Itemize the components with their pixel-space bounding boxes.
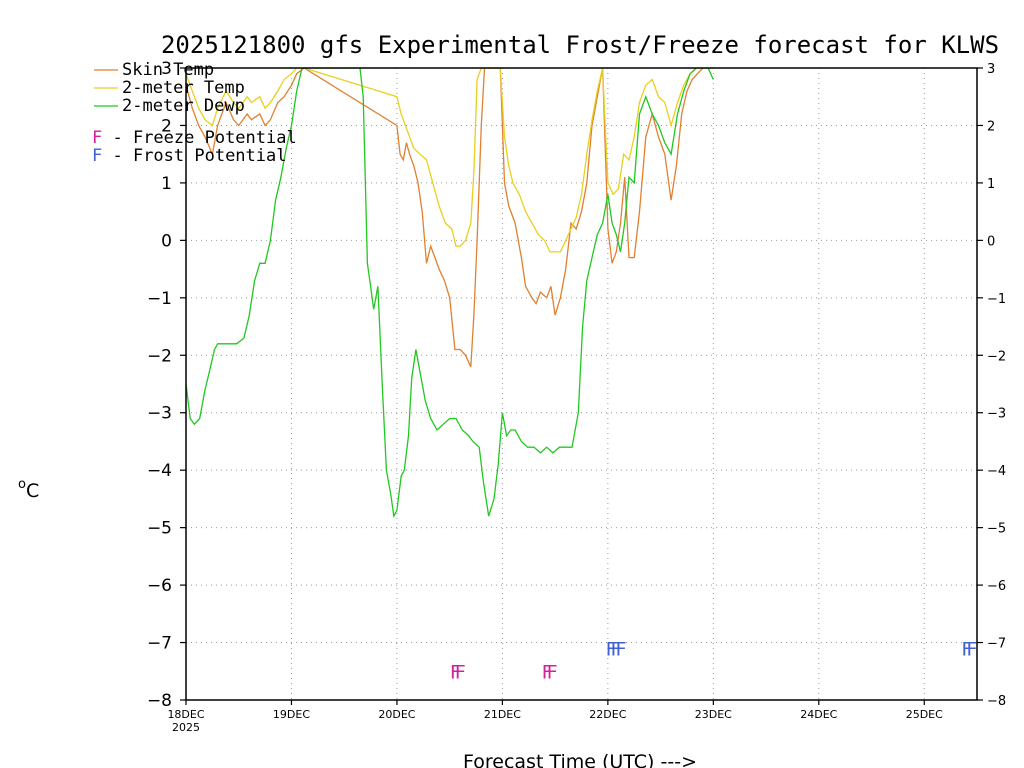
y-tick-label-left: 3 — [161, 59, 172, 79]
y-ticks-right: 3 2 1 0 −1 −2 −3 −4 −5 −6 −7 −8 — [977, 62, 1006, 709]
y-tick-label-right: 3 — [987, 62, 995, 77]
x-tick-label: 22DEC — [589, 708, 626, 721]
freeze-potential-marker: FF — [450, 661, 465, 683]
series-line-skin-temp — [186, 68, 714, 368]
series-line-2-meter-temp — [186, 68, 714, 253]
y-tick-label-left: −5 — [147, 519, 172, 539]
y-tick-label-left: 2 — [161, 116, 172, 136]
x-tick-year: 2025 — [172, 721, 200, 734]
y-tick-label-right: 1 — [987, 177, 995, 192]
y-tick-label-left: 0 — [161, 231, 172, 251]
y-tick-label-left: −6 — [147, 576, 172, 596]
legend-symbol: F — [92, 128, 102, 148]
y-tick-label-left: −2 — [147, 346, 172, 366]
y-tick-label-right: −2 — [987, 349, 1006, 364]
y-tick-label-right: −3 — [987, 407, 1006, 422]
y-tick-label-left: −1 — [147, 289, 172, 309]
y-tick-label-right: −6 — [987, 579, 1006, 594]
frost-potential-marker: FF — [962, 638, 977, 660]
grid-layer — [185, 67, 977, 701]
legend-symbol-entry: F - Frost Potential — [92, 146, 286, 166]
y-tick-label-left: −7 — [147, 634, 172, 654]
series-layer — [186, 68, 714, 519]
y-tick-label-left: 1 — [161, 174, 172, 194]
y-tick-label-right: −1 — [987, 292, 1006, 307]
x-axis-label: Forecast Time (UTC) ---> — [463, 751, 697, 768]
y-axis-label-unit: C — [26, 480, 39, 502]
x-ticks: 18DEC 19DEC 20DEC 21DEC 22DEC 23DEC 24DEC 25DEC… — [167, 700, 943, 734]
legend-symbol-entry: F - Freeze Potential — [92, 128, 297, 148]
x-tick-label: 21DEC — [484, 708, 521, 721]
y-tick-label-left: −8 — [147, 691, 172, 711]
x-tick-label: 25DEC — [906, 708, 943, 721]
y-tick-label-right: −7 — [987, 637, 1006, 652]
freeze-potential-marker: FF — [542, 661, 557, 683]
legend-label: 2-meter Temp — [122, 78, 245, 98]
x-tick-label: 23DEC — [695, 708, 732, 721]
chart-title: 2025121800 gfs Experimental Frost/Freeze… — [161, 31, 999, 59]
y-tick-label-left: −4 — [147, 461, 172, 481]
plot-frame — [185, 67, 978, 701]
x-tick-label: 19DEC — [273, 708, 310, 721]
y-tick-label-right: 2 — [987, 119, 995, 134]
legend-symbol: F — [92, 146, 102, 166]
x-tick-label: 24DEC — [800, 708, 837, 721]
y-tick-label-right: −4 — [987, 464, 1006, 479]
y-tick-label-right: 0 — [987, 234, 995, 249]
legend-label: Skin Temp — [122, 60, 214, 80]
y-ticks-left: 3 2 1 0 −1 −2 −3 −4 −5 −6 −7 −8 — [147, 59, 186, 711]
y-tick-label-left: −3 — [147, 404, 172, 424]
frost-potential-marker: FFF — [606, 638, 626, 660]
series-line-2-meter-dewp — [186, 68, 714, 519]
x-tick-label: 20DEC — [378, 708, 415, 721]
legend-label: 2-meter Dewp — [122, 96, 245, 116]
legend-symbol-text: - Frost Potential — [102, 146, 286, 166]
y-axis-label: oC — [18, 477, 39, 502]
legend-symbol-text: - Freeze Potential — [102, 128, 296, 148]
x-tick-label: 18DEC — [167, 708, 204, 721]
y-tick-label-right: −5 — [987, 522, 1006, 537]
y-axis-label-sup: o — [18, 477, 26, 492]
y-tick-label-right: −8 — [987, 694, 1006, 709]
